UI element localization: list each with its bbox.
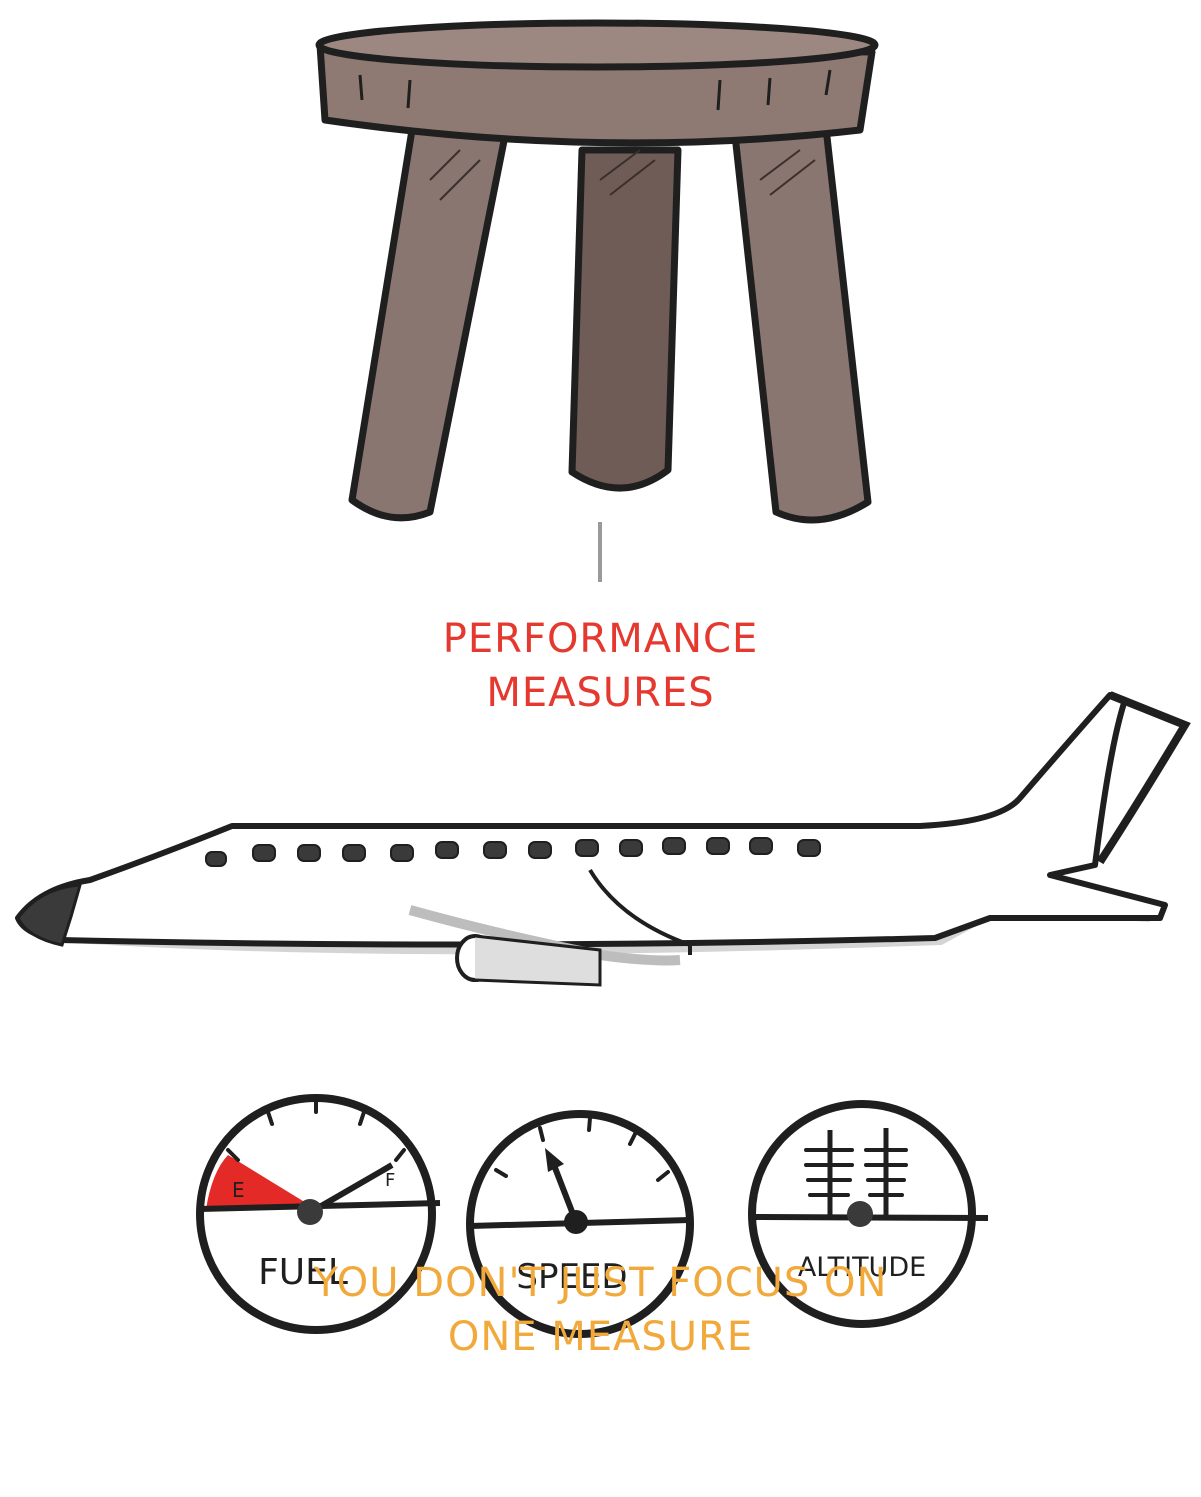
fuel-full-mark: F bbox=[385, 1170, 395, 1191]
altitude-gauge-icon: ALTITUDE bbox=[748, 1100, 989, 1328]
speed-gauge-icon: SPEED bbox=[466, 1110, 694, 1338]
three-legged-stool-icon bbox=[315, 19, 879, 524]
caption-line: PERFORMANCE bbox=[442, 616, 759, 662]
fuel-empty-mark: E bbox=[232, 1178, 245, 1202]
airplane-icon bbox=[15, 691, 1191, 987]
speed-gauge-label: SPEED bbox=[516, 1257, 627, 1297]
caption-line: ONE MEASURE bbox=[447, 1314, 754, 1360]
altitude-gauge-label: ALTITUDE bbox=[798, 1252, 926, 1283]
fuel-gauge-label: FUEL bbox=[258, 1252, 348, 1293]
caption-line: YOU DON'T JUST FOCUS ON bbox=[313, 1260, 888, 1306]
performance-measures-caption: PERFORMANCE MEASURES bbox=[0, 612, 1201, 720]
fuel-gauge-icon: E F FUEL bbox=[196, 1094, 441, 1334]
fuel-danger-zone bbox=[206, 1155, 316, 1209]
caption-line: MEASURES bbox=[486, 670, 715, 716]
focus-caption: YOU DON'T JUST FOCUS ON ONE MEASURE bbox=[0, 1256, 1201, 1364]
